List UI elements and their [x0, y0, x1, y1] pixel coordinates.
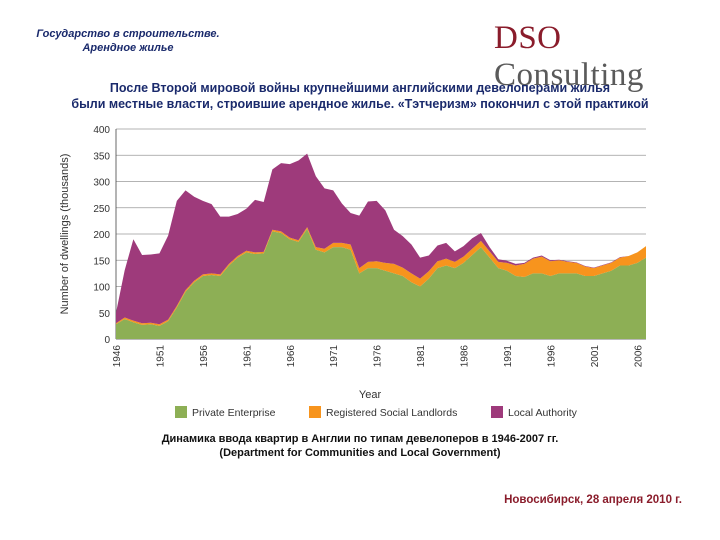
- legend-swatch-local-authority: [491, 406, 503, 418]
- header-title-line1: Государство в строительстве.: [36, 28, 220, 40]
- slide-subtitle: После Второй мировой войны крупнейшими а…: [20, 80, 700, 112]
- legend-label-local-authority: Local Authority: [508, 407, 578, 419]
- legend-label-registered-social-landlords: Registered Social Landlords: [326, 407, 457, 419]
- y-tick-250: 250: [93, 204, 110, 215]
- y-tick-50: 50: [99, 309, 111, 320]
- area-local-authority: [116, 153, 646, 325]
- footer-date: Новосибирск, 28 апреля 2010 г.: [504, 494, 682, 506]
- x-axis-label: Year: [359, 389, 382, 401]
- y-tick-150: 150: [93, 256, 110, 267]
- y-tick-350: 350: [93, 151, 110, 162]
- y-tick-300: 300: [93, 178, 110, 189]
- y-axis-label: Number of dwellings (thousands): [59, 154, 71, 315]
- y-tick-100: 100: [93, 283, 110, 294]
- area-private-enterprise: [116, 228, 646, 339]
- legend-swatch-registered-social-landlords: [309, 406, 321, 418]
- y-tick-400: 400: [93, 125, 110, 136]
- x-tick-2001: 2001: [590, 345, 601, 368]
- y-tick-labels: 0 50 100 150 200 250 300 350 400: [93, 125, 110, 346]
- x-tick-1956: 1956: [199, 345, 210, 368]
- logo-consulting: Consulting: [494, 57, 644, 93]
- y-tick-200: 200: [93, 230, 110, 241]
- area-registered-social-landlords: [116, 227, 646, 326]
- legend: Private Enterprise Registered Social Land…: [175, 406, 578, 419]
- subtitle-line1: После Второй мировой войны крупнейшими а…: [109, 81, 611, 95]
- x-tick-1946: 1946: [112, 345, 123, 368]
- x-tick-labels: 1946 1951 1956 1961 1966 1971 1976 1981 1986 1991…: [112, 345, 644, 368]
- caption-line2: (Department for Communities and Local Go…: [219, 447, 501, 459]
- x-tick-1976: 1976: [373, 345, 384, 368]
- x-tick-2006: 2006: [633, 345, 644, 368]
- x-tick-1966: 1966: [286, 345, 297, 368]
- chart-caption: Динамика ввода квартир в Англии по типам…: [120, 432, 600, 460]
- logo-dso: DSO: [494, 20, 562, 56]
- x-tick-1951: 1951: [155, 345, 166, 368]
- x-tick-1991: 1991: [503, 345, 514, 368]
- x-tick-1981: 1981: [416, 345, 427, 368]
- dwellings-chart: 0 50 100 150 200 250 300 350 400 1946 1951 1956 196…: [59, 125, 646, 419]
- caption-line1: Динамика ввода квартир в Англии по типам…: [161, 433, 559, 445]
- dso-consulting-logo: DSO Consulting: [494, 20, 720, 94]
- x-tick-1971: 1971: [329, 345, 340, 368]
- legend-swatch-private-enterprise: [175, 406, 187, 418]
- x-tick-1961: 1961: [242, 345, 253, 368]
- subtitle-line2: были местные власти, строившие арендное …: [71, 97, 649, 111]
- x-tick-1986: 1986: [460, 345, 471, 368]
- header-title: Государство в строительстве. Арендное жи…: [28, 27, 228, 55]
- header-title-line2: Арендное жилье: [82, 42, 174, 54]
- x-tick-1996: 1996: [546, 345, 557, 368]
- area-series: [116, 153, 646, 339]
- legend-label-private-enterprise: Private Enterprise: [192, 407, 276, 419]
- y-tick-0: 0: [104, 335, 110, 346]
